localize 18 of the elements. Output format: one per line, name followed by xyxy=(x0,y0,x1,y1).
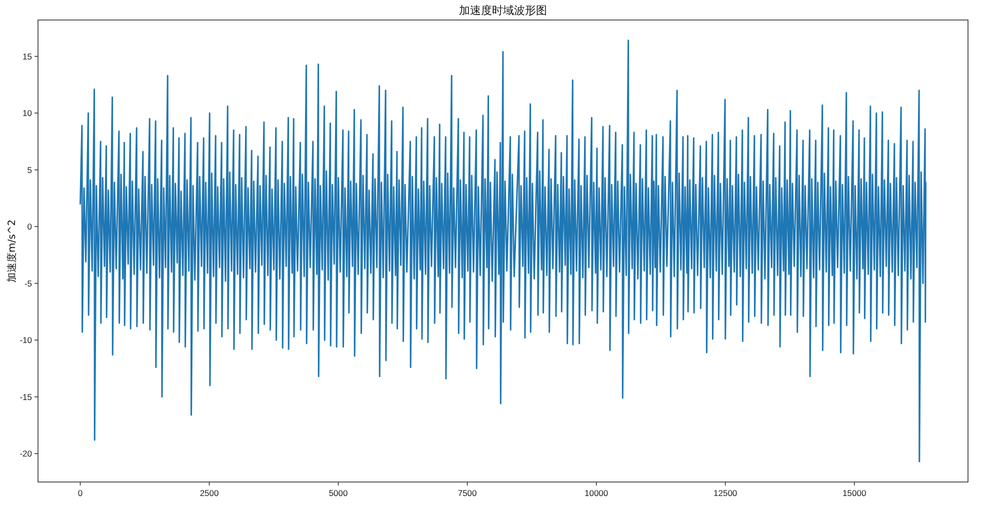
y-axis-title: 加速度m/s^2 xyxy=(6,219,18,283)
chart-title: 加速度时域波形图 xyxy=(459,4,547,17)
y-tick-label: 0 xyxy=(27,222,32,232)
x-tick-label: 12500 xyxy=(714,488,738,498)
y-tick-label: 15 xyxy=(22,51,32,62)
x-tick-label: 15000 xyxy=(842,488,866,498)
y-tick-label: -15 xyxy=(20,392,32,402)
y-tick-label: -20 xyxy=(20,448,32,459)
y-tick-label: 5 xyxy=(27,164,32,175)
x-tick-label: 7500 xyxy=(458,488,478,498)
y-tick-label: -10 xyxy=(20,335,32,346)
line-series xyxy=(80,40,926,462)
y-tick-label: -5 xyxy=(24,278,32,288)
x-tick-label: 0 xyxy=(78,488,83,498)
x-tick-label: 2500 xyxy=(200,488,220,498)
x-tick-label: 10000 xyxy=(584,488,608,498)
y-tick-label: 10 xyxy=(22,108,32,118)
x-tick-label: 5000 xyxy=(328,488,348,498)
